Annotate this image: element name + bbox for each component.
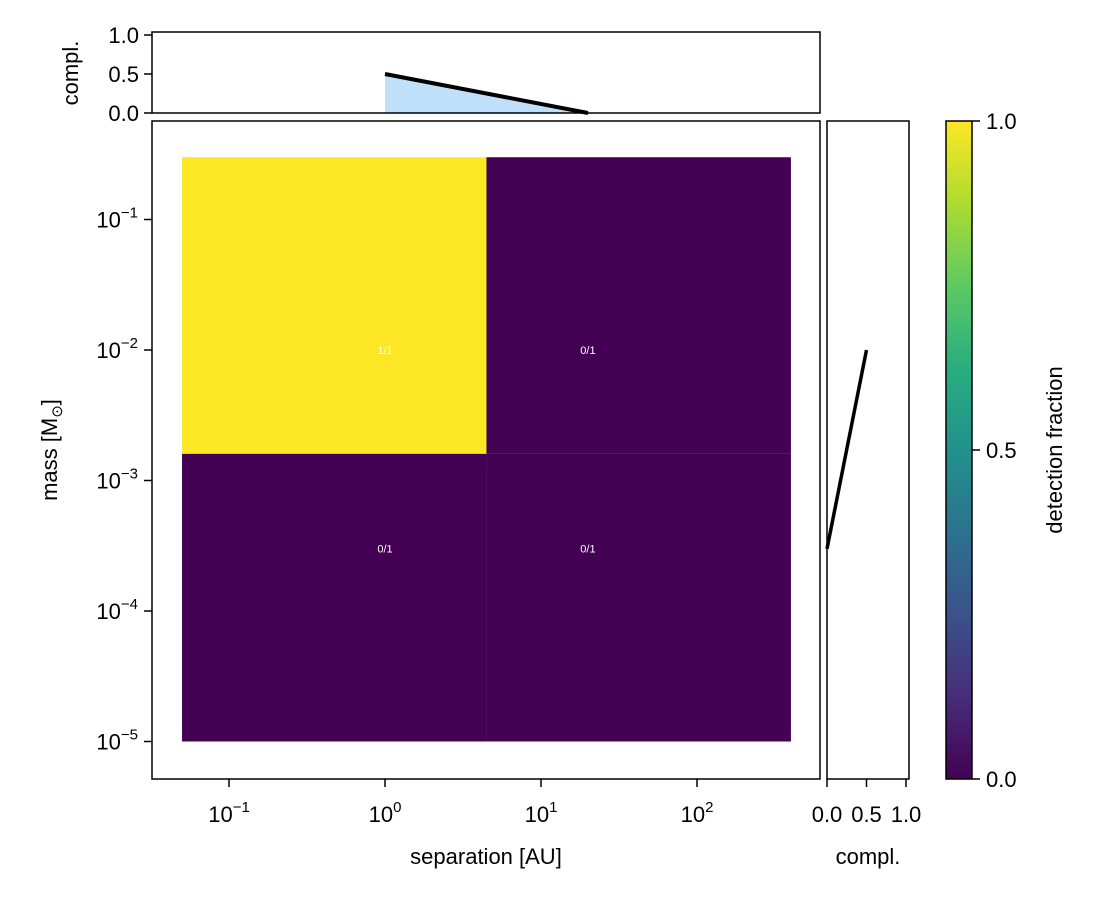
- heatmap-cells: [182, 157, 791, 742]
- y-tick-label: 10−5: [96, 727, 138, 755]
- heatmap-cell: [182, 453, 487, 742]
- x-tick-label: 100: [369, 799, 402, 827]
- colorbar-tick-label: 1.0: [986, 109, 1017, 134]
- x-tick-label: 102: [681, 799, 714, 827]
- right-x-tick-label: 1.0: [891, 802, 922, 827]
- y-tick-label: 10−3: [96, 466, 138, 494]
- heatmap-cell: [486, 453, 791, 742]
- right-marginal-x-ticks: 0.0 0.5 1.0: [812, 779, 922, 827]
- heatmap-cell-label: 0/1: [377, 544, 392, 556]
- top-y-tick-label: 0.0: [108, 101, 139, 126]
- colorbar-label: detection fraction: [1042, 366, 1067, 534]
- colorbar-tick-label: 0.5: [986, 438, 1017, 463]
- x-tick-label: 10−1: [208, 799, 250, 827]
- heatmap-cell-label: 0/1: [580, 345, 595, 357]
- colorbar: 0.0 0.5 1.0 detection fraction: [945, 109, 1067, 792]
- y-axis-label-end: ]: [37, 399, 62, 405]
- x-axis-label: separation [AU]: [410, 844, 562, 869]
- top-marginal-y-label: compl.: [58, 41, 83, 106]
- right-x-tick-label: 0.5: [851, 802, 882, 827]
- y-tick-label: 10−2: [96, 335, 138, 363]
- top-marginal-y-ticks: 0.0 0.5 1.0: [108, 23, 152, 126]
- right-marginal-x-label: compl.: [836, 844, 901, 869]
- main-heatmap-panel: 1/1 0/10/1 0/1 10−1 100 101 102 10−110−210−31…: [37, 120, 821, 869]
- right-marginal-line: [825, 349, 869, 550]
- right-x-tick-label: 0.0: [812, 802, 843, 827]
- colorbar-ticks: 0.0 0.5 1.0: [972, 109, 1017, 792]
- colorbar-tick-label: 0.0: [986, 767, 1017, 792]
- heatmap-cell: [182, 157, 487, 454]
- top-marginal-frame: [151, 31, 821, 114]
- top-marginal-panel: 0.0 0.5 1.0 compl.: [58, 23, 821, 126]
- main-heatmap-frame: [151, 120, 821, 780]
- top-marginal-line: [384, 72, 589, 115]
- y-axis-ticks: 10−1 10−2 10−3 10−4 10−5: [96, 205, 152, 755]
- heatmap-cell: [486, 157, 791, 454]
- right-marginal-frame: [826, 120, 910, 780]
- heatmap-cell-label: 1/1: [377, 345, 392, 357]
- heatmap-cell-labels: 1/1 0/1 0/1 0/1: [377, 345, 595, 556]
- top-y-tick-label: 0.5: [108, 62, 139, 87]
- y-axis-label-main: mass [M: [37, 418, 62, 501]
- top-y-tick-label: 1.0: [108, 23, 139, 48]
- x-axis-ticks: 10−1 100 101 102: [208, 779, 713, 827]
- x-tick-label: 101: [525, 799, 558, 827]
- y-axis-label-subscript: ⊙: [49, 405, 66, 418]
- y-tick-label: 10−4: [96, 596, 138, 624]
- right-marginal-panel: 0.0 0.5 1.0 compl.: [812, 120, 922, 869]
- y-axis-label: mass [M⊙]: [37, 399, 66, 501]
- heatmap-cell-label: 0/1: [580, 544, 595, 556]
- colorbar-gradient: [946, 121, 972, 779]
- y-tick-label: 10−1: [96, 205, 138, 233]
